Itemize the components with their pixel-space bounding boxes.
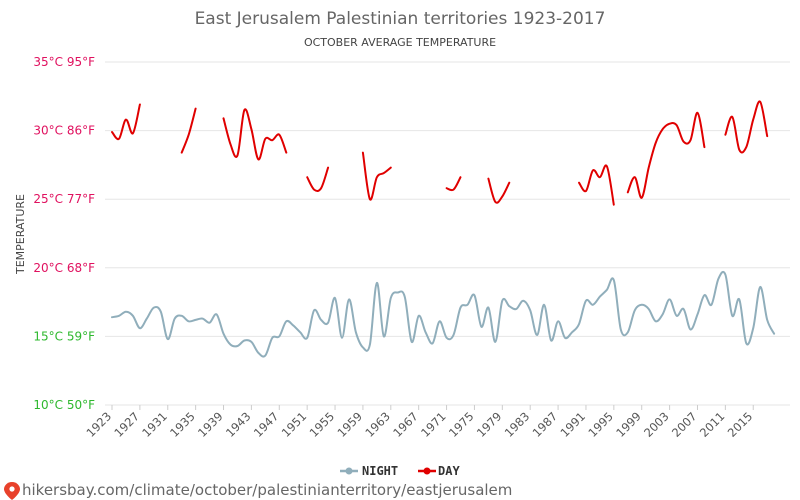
y-tick-label: 20°C 68°F bbox=[33, 261, 95, 275]
chart-subtitle: OCTOBER AVERAGE TEMPERATURE bbox=[304, 36, 496, 49]
night-series-line bbox=[111, 270, 776, 358]
x-tick-label: 2007 bbox=[669, 409, 700, 440]
day-series-line bbox=[180, 107, 197, 154]
footer[interactable]: hikersbay.com/climate/october/palestinia… bbox=[4, 481, 512, 500]
footer-url[interactable]: hikersbay.com/climate/october/palestinia… bbox=[22, 481, 512, 499]
x-tick-label: 1971 bbox=[418, 409, 449, 440]
day-series-line bbox=[578, 164, 615, 206]
day-series-line bbox=[626, 111, 706, 199]
x-tick-label: 1947 bbox=[251, 409, 282, 440]
x-tick-label: 1979 bbox=[474, 409, 505, 440]
y-tick-label: 35°C 95°F bbox=[33, 55, 95, 69]
x-tick-label: 1927 bbox=[111, 409, 142, 440]
y-tick-label: 25°C 77°F bbox=[33, 192, 95, 206]
y-tick-label: 10°C 50°F bbox=[33, 398, 95, 412]
x-tick-label: 2015 bbox=[725, 409, 756, 440]
y-axis-label: TEMPERATURE bbox=[14, 194, 27, 275]
y-tick-label: 15°C 59°F bbox=[33, 329, 95, 343]
x-tick-label: 1959 bbox=[334, 409, 365, 440]
legend-day-marker bbox=[423, 467, 431, 475]
grid-lines bbox=[105, 61, 790, 406]
x-tick-label: 2011 bbox=[697, 409, 728, 440]
x-tick-label: 2003 bbox=[641, 409, 672, 440]
x-tick-label: 1995 bbox=[585, 409, 616, 440]
day-series-line bbox=[487, 177, 511, 204]
x-tick-label: 1999 bbox=[613, 409, 644, 440]
x-tick-label: 1975 bbox=[446, 409, 477, 440]
x-tick-label: 1935 bbox=[167, 409, 198, 440]
x-tick-label: 1991 bbox=[557, 409, 588, 440]
x-tick-label: 1963 bbox=[362, 409, 393, 440]
x-tick-label: 1983 bbox=[502, 409, 533, 440]
legend-day-label: DAY bbox=[438, 464, 460, 478]
x-axis-ticks: 1923192719311935193919431947195119551959… bbox=[84, 405, 756, 440]
x-tick-label: 1931 bbox=[139, 409, 170, 440]
x-tick-label: 1923 bbox=[84, 409, 115, 440]
day-series-line bbox=[361, 151, 392, 201]
legend-night-label: NIGHT bbox=[362, 464, 398, 478]
x-tick-label: 1955 bbox=[307, 409, 338, 440]
day-series-line bbox=[306, 166, 330, 192]
legend: NIGHT DAY bbox=[340, 464, 460, 478]
legend-item-day[interactable]: DAY bbox=[418, 464, 460, 478]
x-tick-label: 1939 bbox=[195, 409, 226, 440]
day-series-line bbox=[724, 100, 769, 154]
x-tick-label: 1967 bbox=[390, 409, 421, 440]
x-tick-label: 1951 bbox=[279, 409, 310, 440]
location-pin-icon bbox=[4, 482, 20, 500]
day-series-line bbox=[445, 176, 462, 192]
y-axis-ticks: 35°C 95°F 30°C 86°F 25°C 77°F 20°C 68°F 15°C… bbox=[33, 55, 95, 412]
legend-night-marker bbox=[345, 467, 353, 475]
x-tick-label: 1943 bbox=[223, 409, 254, 440]
day-series-line bbox=[111, 103, 141, 141]
y-tick-label: 30°C 86°F bbox=[33, 124, 95, 138]
day-series-line bbox=[222, 108, 288, 161]
chart-title: East Jerusalem Palestinian territories 1… bbox=[195, 9, 606, 29]
series-lines bbox=[111, 100, 776, 358]
legend-item-night[interactable]: NIGHT bbox=[340, 464, 398, 478]
x-tick-label: 1987 bbox=[530, 409, 561, 440]
